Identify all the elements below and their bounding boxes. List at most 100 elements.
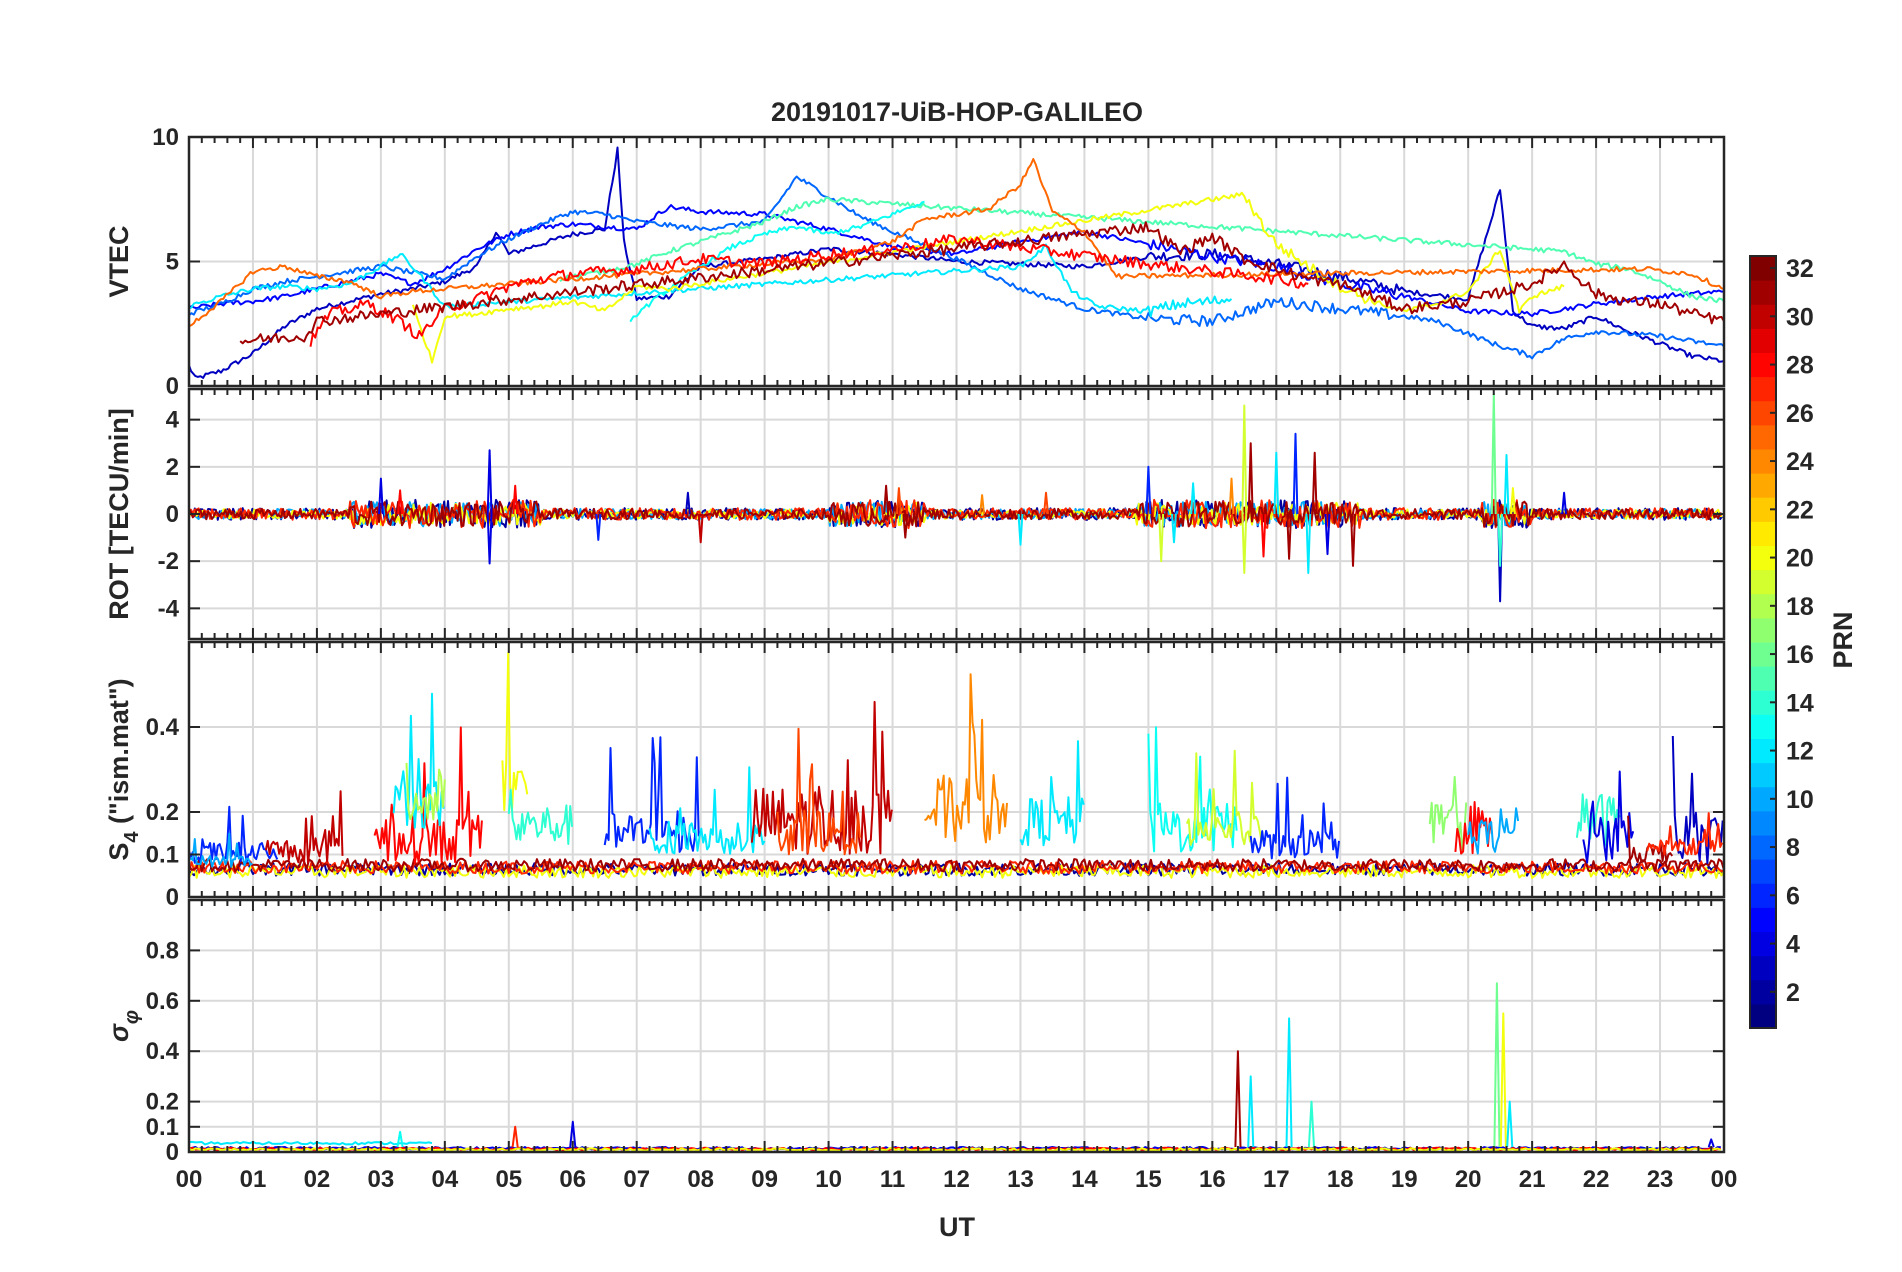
x-tick-label: 01: [240, 1166, 267, 1193]
y-axis-label: σφ: [104, 1010, 143, 1042]
sigma-floor-prn-12: [189, 1140, 433, 1146]
x-tick-label: 15: [1135, 1166, 1162, 1193]
s4-segment-prn-6: [1249, 776, 1340, 860]
x-tick-label: 20: [1455, 1166, 1482, 1193]
sigma-spike-prn-4: [1707, 1138, 1715, 1148]
colorbar-tick-label: 22: [1786, 496, 1814, 524]
vtec-series-prn-12: [189, 243, 1233, 318]
rot-spike-prn-20: [1510, 487, 1516, 515]
rot-spike-prn-28: [512, 484, 519, 515]
vtec-series-prn-25: [189, 158, 1724, 328]
rot-spike-prn-12: [1273, 451, 1280, 515]
s4-floor-prn-2: [189, 862, 1724, 877]
y-tick-label: 0.4: [146, 1038, 180, 1065]
y-tick-label: 10: [152, 124, 179, 151]
x-tick-label: 23: [1647, 1166, 1674, 1193]
x-tick-label: 18: [1327, 1166, 1354, 1193]
x-tick-label: 02: [304, 1166, 331, 1193]
colorbar-tick-label: 12: [1786, 738, 1814, 766]
rot-spike-prn-4: [378, 477, 384, 515]
s4-segment-prn-6: [603, 736, 700, 853]
colorbar-band-prn-17: [1750, 617, 1776, 643]
y-tick-label: -2: [158, 548, 179, 575]
s4-segment-prn-12: [1019, 740, 1085, 847]
rot-spike-prn-31: [1350, 513, 1356, 567]
rot-spike-prn-31: [883, 484, 890, 515]
rot-spike-prn-19: [1241, 404, 1248, 515]
x-tick-label: 17: [1263, 1166, 1290, 1193]
colorbar-band-prn-1: [1750, 1003, 1776, 1029]
x-tick-label: 11: [880, 1166, 905, 1193]
y-tick-label: 5: [166, 249, 179, 276]
colorbar-band-prn-31: [1750, 280, 1776, 305]
colorbar-frame: [1749, 255, 1777, 1029]
x-tick-label: 12: [943, 1166, 970, 1193]
sigma-spike-prn-12: [1247, 1075, 1255, 1148]
s4-segment-prn-14: [1575, 793, 1622, 847]
s4-floor-prn-31: [189, 857, 1724, 873]
vtec-series-prn-13: [629, 200, 925, 323]
colorbar-band-prn-21: [1750, 521, 1776, 546]
rot-spike-prn-31: [1286, 513, 1292, 560]
s4-segment-prn-20: [501, 651, 529, 813]
rot-spike-prn-19: [1158, 513, 1165, 563]
rot-spike-prn-4: [486, 449, 493, 515]
s4-segment-prn-6: [189, 805, 279, 864]
sigma-spike-prn-13: [396, 1130, 404, 1148]
rot-spike-prn-12: [1017, 513, 1024, 546]
s4-segment-prn-17: [1428, 775, 1468, 854]
colorbar-tick-label: 30: [1786, 303, 1814, 331]
y-tick-label: -4: [158, 595, 180, 622]
colorbar-tick-label: 28: [1786, 352, 1814, 380]
colorbar-tick-label: 2: [1786, 979, 1800, 1007]
panel-data: [189, 392, 1723, 603]
panel-data: [189, 146, 1724, 379]
rot-spike-prn-6: [1145, 465, 1152, 515]
colorbar-tick-label: 26: [1786, 400, 1814, 428]
s4-segment-prn-26: [776, 727, 861, 856]
x-tick-label: 03: [368, 1166, 395, 1193]
colorbar-tick-label: 32: [1786, 255, 1814, 283]
chart-title: 20191017-UiB-HOP-GALILEO: [771, 97, 1143, 127]
vtec-series-prn-8: [189, 175, 1724, 360]
sigma-spike-prn-12: [1285, 1017, 1293, 1148]
colorbar-band-prn-15: [1750, 666, 1776, 691]
vtec-series-prn-15: [559, 196, 1724, 304]
rot-spike-prn-6: [1292, 432, 1299, 515]
rot-spike-prn-31: [1311, 451, 1318, 515]
rot-spike-prn-4: [486, 513, 493, 565]
y-tick-label: 4: [166, 407, 180, 434]
s4-segment-prn-30: [750, 700, 893, 855]
s4-segment-prn-14: [507, 788, 574, 845]
x-tick-label: 13: [1007, 1166, 1034, 1193]
x-tick-label: 00: [176, 1166, 203, 1193]
sigma-spike-prn-14: [1307, 1100, 1315, 1148]
sigma-spike-prn-16: [1493, 982, 1501, 1148]
y-tick-label: 0.6: [146, 988, 179, 1015]
panel-vtec: 0 5 10 VTEC: [104, 124, 1726, 400]
s4-segment-prn-28: [1454, 801, 1493, 855]
sigma-spike-prn-20: [1499, 1012, 1507, 1148]
y-axis-label: VTEC: [104, 225, 134, 297]
x-tick-label: 14: [1071, 1166, 1098, 1193]
sigma-spike-prn-12: [1506, 1100, 1514, 1148]
s4-segment-prn-30: [264, 790, 344, 864]
rot-spike-prn-12: [1503, 454, 1510, 515]
colorbar-tick-label: 18: [1786, 593, 1814, 621]
y-tick-label: 0.8: [146, 937, 179, 964]
colorbar-tick-label: 4: [1786, 931, 1800, 959]
colorbar-tick-label: 20: [1786, 545, 1814, 573]
colorbar-band-prn-9: [1750, 810, 1776, 836]
y-tick-label: 0: [166, 1139, 179, 1166]
sigma-spike-prn-4: [569, 1120, 577, 1148]
x-tick-label: 19: [1391, 1166, 1418, 1193]
rot-spike-prn-28: [1260, 513, 1267, 558]
panel-s4: 0 0.1 0.2 0.4S4 ("ism.mat"): [104, 640, 1726, 911]
rot-spike-prn-4: [1561, 491, 1567, 515]
y-tick-label: 0.2: [146, 1089, 179, 1116]
s4-segment-prn-4: [1582, 770, 1635, 864]
x-tick-label: 00: [1711, 1166, 1738, 1193]
x-tick-label: 05: [495, 1166, 522, 1193]
